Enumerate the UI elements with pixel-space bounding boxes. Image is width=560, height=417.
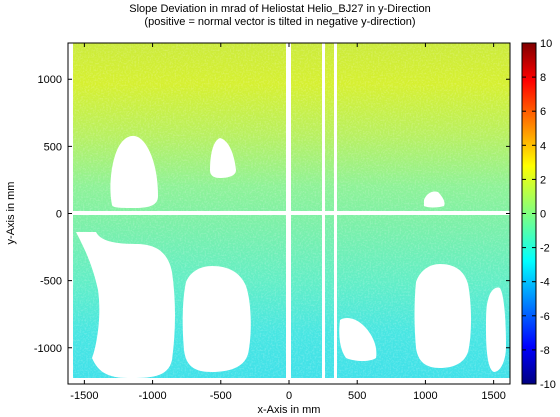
x-tick-label: -500: [210, 390, 232, 402]
colorbar-tick-label: 2: [540, 174, 546, 186]
x-tick-label: -1000: [139, 390, 167, 402]
y-tick-label: -1000: [34, 343, 62, 355]
x-axis-label: x-Axis in mm: [258, 404, 321, 416]
facet-gap-vertical-3: [334, 43, 337, 384]
colorbar-tick-label: -10: [540, 379, 556, 391]
colorbar-tick-label: -2: [540, 243, 550, 255]
colorbar-tick-label: 4: [540, 140, 546, 152]
y-tick-label: -500: [40, 276, 62, 288]
hole-upper-left-2: [210, 138, 236, 178]
y-axis-ticks: -1000 -500 0 500 1000: [34, 74, 510, 355]
hole-lower-right-1: [414, 264, 471, 368]
facet-gap-vertical-2: [322, 43, 325, 384]
hole-upper-left-1: [110, 135, 158, 208]
x-axis-ticks: -1500 -1000 -500 0 500 1000 1500: [70, 43, 506, 402]
colorbar-tick-label: 6: [540, 106, 546, 118]
hole-lower-left-1: [76, 232, 175, 378]
y-tick-label: 1000: [38, 74, 62, 86]
x-tick-label: 1000: [413, 390, 437, 402]
colorbar-tick-label: 0: [540, 209, 546, 221]
hole-lower-center: [339, 318, 377, 361]
colorbar-tick-label: -8: [540, 345, 550, 357]
colorbar-tick-label: -4: [540, 277, 550, 289]
hole-lower-left-2: [182, 266, 251, 372]
colorbar-ticks: 10 8 6 4 2 0 -2 -4 -6 -8 -10: [522, 38, 556, 391]
x-tick-label: 1500: [481, 390, 505, 402]
x-tick-label: -1500: [70, 390, 98, 402]
chart-title: Slope Deviation in mrad of Heliostat Hel…: [129, 3, 431, 15]
colorbar-tick-label: -6: [540, 311, 550, 323]
colorbar-tick-label: 8: [540, 72, 546, 84]
heatmap-field: [68, 43, 510, 384]
facet-gap-vertical-1: [286, 43, 291, 384]
hole-lower-right-2: [486, 287, 506, 372]
chart-subtitle: (positive = normal vector is tilted in n…: [144, 16, 416, 28]
y-tick-label: 500: [44, 141, 62, 153]
y-axis-label: y-Axis in mm: [5, 182, 17, 245]
hole-upper-right: [424, 191, 445, 208]
x-tick-label: 0: [286, 390, 292, 402]
x-tick-label: 500: [348, 390, 366, 402]
colorbar-tick-label: 10: [540, 38, 552, 50]
y-tick-label: 0: [56, 209, 62, 221]
